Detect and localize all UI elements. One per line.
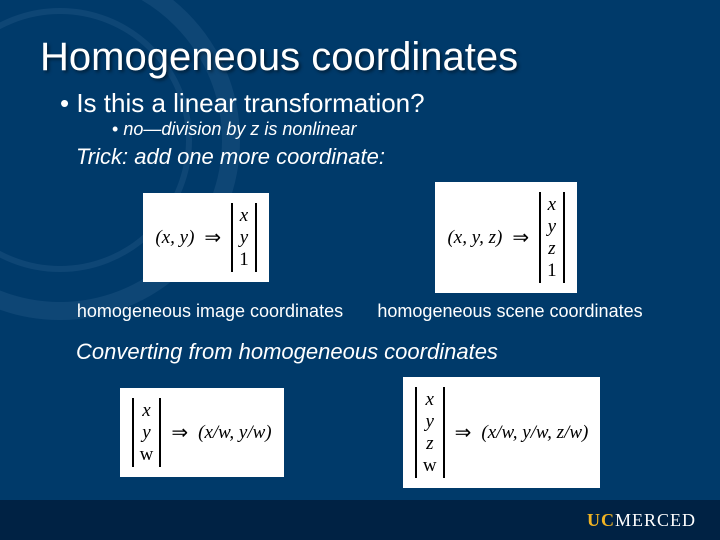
back-3d-vector: x y z w: [415, 387, 445, 478]
formula-3d-vector: x y z 1: [539, 192, 565, 283]
slide-content: Homogeneous coordinates Is this a linear…: [0, 0, 720, 488]
caption-scene-coords: homogeneous scene coordinates: [375, 301, 645, 323]
bullet-level1: Is this a linear transformation?: [60, 88, 680, 119]
formula-2d-vector: x y 1: [231, 203, 257, 273]
uc-merced-logo: UCMERCED: [587, 510, 696, 531]
formula-2d-to-homogeneous: (x, y) ⇒ x y 1: [143, 193, 268, 283]
arrow-icon: ⇒: [171, 420, 188, 445]
back-3d-rhs: (x/w, y/w, z/w): [481, 422, 588, 444]
formula-2d-lhs: (x, y): [155, 227, 194, 249]
back-2d-rhs: (x/w, y/w): [198, 422, 272, 444]
arrow-icon: ⇒: [204, 225, 221, 250]
footer-bar: UCMERCED: [0, 500, 720, 540]
caption-row: homogeneous image coordinates homogeneou…: [60, 301, 660, 323]
formula-3d-to-homogeneous: (x, y, z) ⇒ x y z 1: [435, 182, 576, 293]
trick-line: Trick: add one more coordinate:: [76, 144, 680, 170]
formula-homogeneous-to-3d: x y z w ⇒ (x/w, y/w, z/w): [403, 377, 600, 488]
slide-title: Homogeneous coordinates: [40, 35, 680, 80]
caption-image-coords: homogeneous image coordinates: [75, 301, 345, 323]
formula-3d-lhs: (x, y, z): [447, 227, 502, 249]
formula-homogeneous-to-2d: x y w ⇒ (x/w, y/w): [120, 388, 284, 478]
convert-label: Converting from homogeneous coordinates: [76, 339, 680, 365]
forward-formula-row: (x, y) ⇒ x y 1 (x, y, z) ⇒ x y z 1: [60, 182, 660, 293]
arrow-icon: ⇒: [455, 420, 472, 445]
back-2d-vector: x y w: [132, 398, 162, 468]
backward-formula-row: x y w ⇒ (x/w, y/w) x y z w ⇒ (x/w, y/w, …: [60, 377, 660, 488]
arrow-icon: ⇒: [512, 225, 529, 250]
bullet-level2: no—division by z is nonlinear: [112, 119, 680, 140]
